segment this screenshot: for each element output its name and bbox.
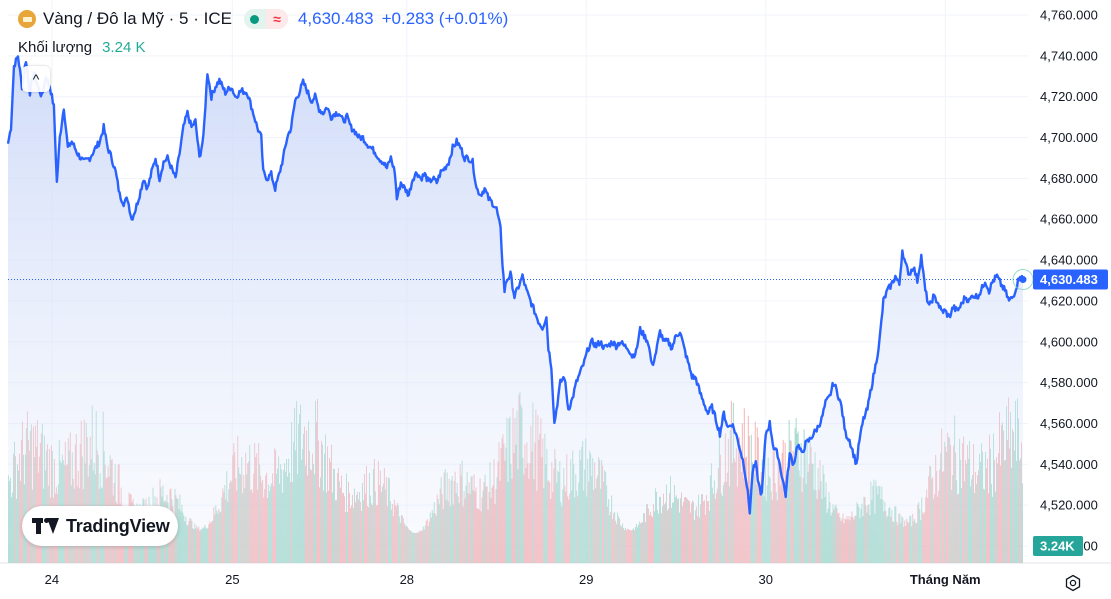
symbol-title[interactable]: Vàng / Đô la Mỹ · 5 · ICE	[43, 9, 232, 28]
price-tick-label: 4,580.000	[1040, 375, 1098, 390]
price-tick-label: 4,760.000	[1040, 8, 1098, 23]
collapse-legend-button[interactable]: ^	[22, 66, 50, 92]
time-tick-label: 25	[225, 572, 239, 587]
price-tick-label: 4,520.000	[1040, 498, 1098, 513]
price-tick-label: 4,540.000	[1040, 457, 1098, 472]
price-line-group	[6, 55, 1034, 515]
volume-tag: 3.24K	[1033, 536, 1083, 556]
volume-value: 3.24 K	[102, 39, 146, 56]
price-tick-label: 4,660.000	[1040, 212, 1098, 227]
price-tick-label: 4,640.000	[1040, 253, 1098, 268]
chart-settings-button[interactable]	[1062, 572, 1084, 594]
price-axis[interactable]: 4,760.000 4,740.000 4,720.000 4,700.000 4,68…	[1040, 8, 1098, 554]
time-tick-label: 24	[45, 572, 59, 587]
settings-icon	[1065, 574, 1081, 592]
price-area-fill	[8, 56, 1023, 564]
time-tick-label: 28	[400, 572, 414, 587]
price-tick-label: 4,600.000	[1040, 334, 1098, 349]
price-tick-label: 4,700.000	[1040, 130, 1098, 145]
price-tag: 4,630.483	[1033, 269, 1108, 290]
price-tag-bg	[1033, 269, 1108, 290]
price-tick-label: 4,620.000	[1040, 293, 1098, 308]
gold-icon	[18, 10, 36, 28]
price-tag-text: 4,630.483	[1040, 272, 1098, 287]
chevron-up-icon: ^	[32, 71, 40, 87]
tradingview-logo[interactable]: TradingView	[22, 506, 178, 546]
symbol-legend[interactable]: Vàng / Đô la Mỹ · 5 · ICE ≈ 4,630.483 +0…	[18, 9, 508, 29]
volume-tag-bg	[1033, 536, 1083, 556]
price-tick-label: 4,740.000	[1040, 48, 1098, 63]
time-tick-label: 30	[759, 572, 773, 587]
volume-legend[interactable]: Khối lượng 3.24 K	[18, 39, 145, 56]
price-line	[6, 55, 1025, 515]
time-tick-label: 29	[579, 572, 593, 587]
price-tick-label: 4,680.000	[1040, 171, 1098, 186]
price-tick-label: 4,720.000	[1040, 89, 1098, 104]
time-axis[interactable]: 24 25 28 29 30 Tháng Năm	[45, 572, 981, 587]
volume-label: Khối lượng	[18, 39, 93, 56]
last-price: 4,630.483	[297, 9, 374, 28]
market-status-pill[interactable]: ≈	[243, 9, 288, 29]
time-tick-label: Tháng Năm	[910, 572, 981, 587]
tradingview-logo-text: TradingView	[66, 515, 170, 536]
last-point-marker	[1019, 276, 1027, 284]
price-area	[8, 56, 1023, 564]
approx-data-icon: ≈	[265, 9, 288, 29]
volume-tag-text: 3.24K	[1040, 539, 1075, 554]
tradingview-mark-icon	[32, 518, 60, 534]
price-change: +0.283 (+0.01%)	[381, 9, 509, 28]
price-tick-label: 4,560.000	[1040, 416, 1098, 431]
market-open-icon	[243, 9, 266, 29]
